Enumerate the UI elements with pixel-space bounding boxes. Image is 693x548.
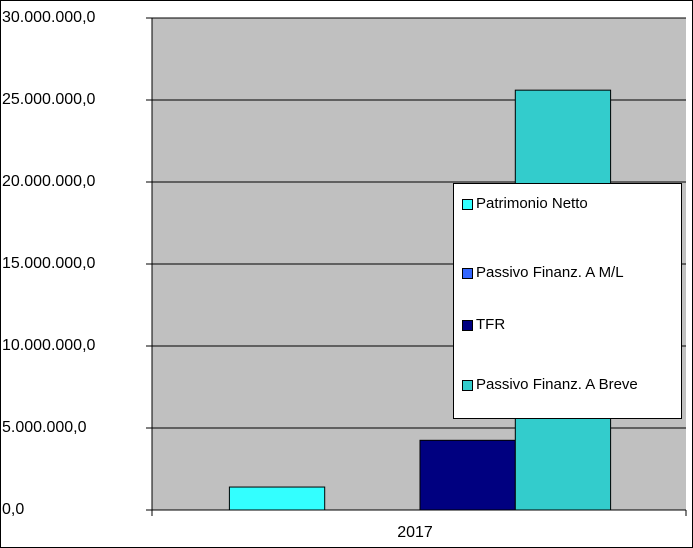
legend-label: Passivo Finanz. A M/L (476, 264, 624, 281)
legend-label: TFR (476, 316, 506, 333)
y-tick-label: 15.000.000,0 (2, 255, 96, 272)
y-tick-label: 0,0 (2, 501, 24, 518)
legend: Patrimonio Netto Passivo Finanz. A M/L TFR… (453, 183, 682, 419)
legend-item: Passivo Finanz. A Breve (462, 375, 676, 394)
bar (228, 486, 326, 511)
legend-item: Passivo Finanz. A M/L (462, 263, 676, 282)
legend-item: Patrimonio Netto (462, 194, 676, 213)
legend-swatch (462, 268, 473, 279)
legend-label: Patrimonio Netto (476, 195, 588, 212)
legend-item: TFR (462, 315, 676, 334)
y-tick-label: 25.000.000,0 (2, 91, 96, 108)
y-tick-label: 20.000.000,0 (2, 173, 96, 190)
bar (419, 439, 516, 511)
y-tick-label: 10.000.000,0 (2, 337, 96, 354)
y-tick-label: 5.000.000,0 (2, 419, 87, 436)
legend-swatch (462, 380, 473, 391)
legend-label: Passivo Finanz. A Breve (476, 376, 638, 393)
legend-swatch (462, 320, 473, 331)
x-tick-label: 2017 (397, 524, 433, 541)
legend-swatch (462, 199, 473, 210)
y-tick-label: 30.000.000,0 (2, 9, 96, 26)
